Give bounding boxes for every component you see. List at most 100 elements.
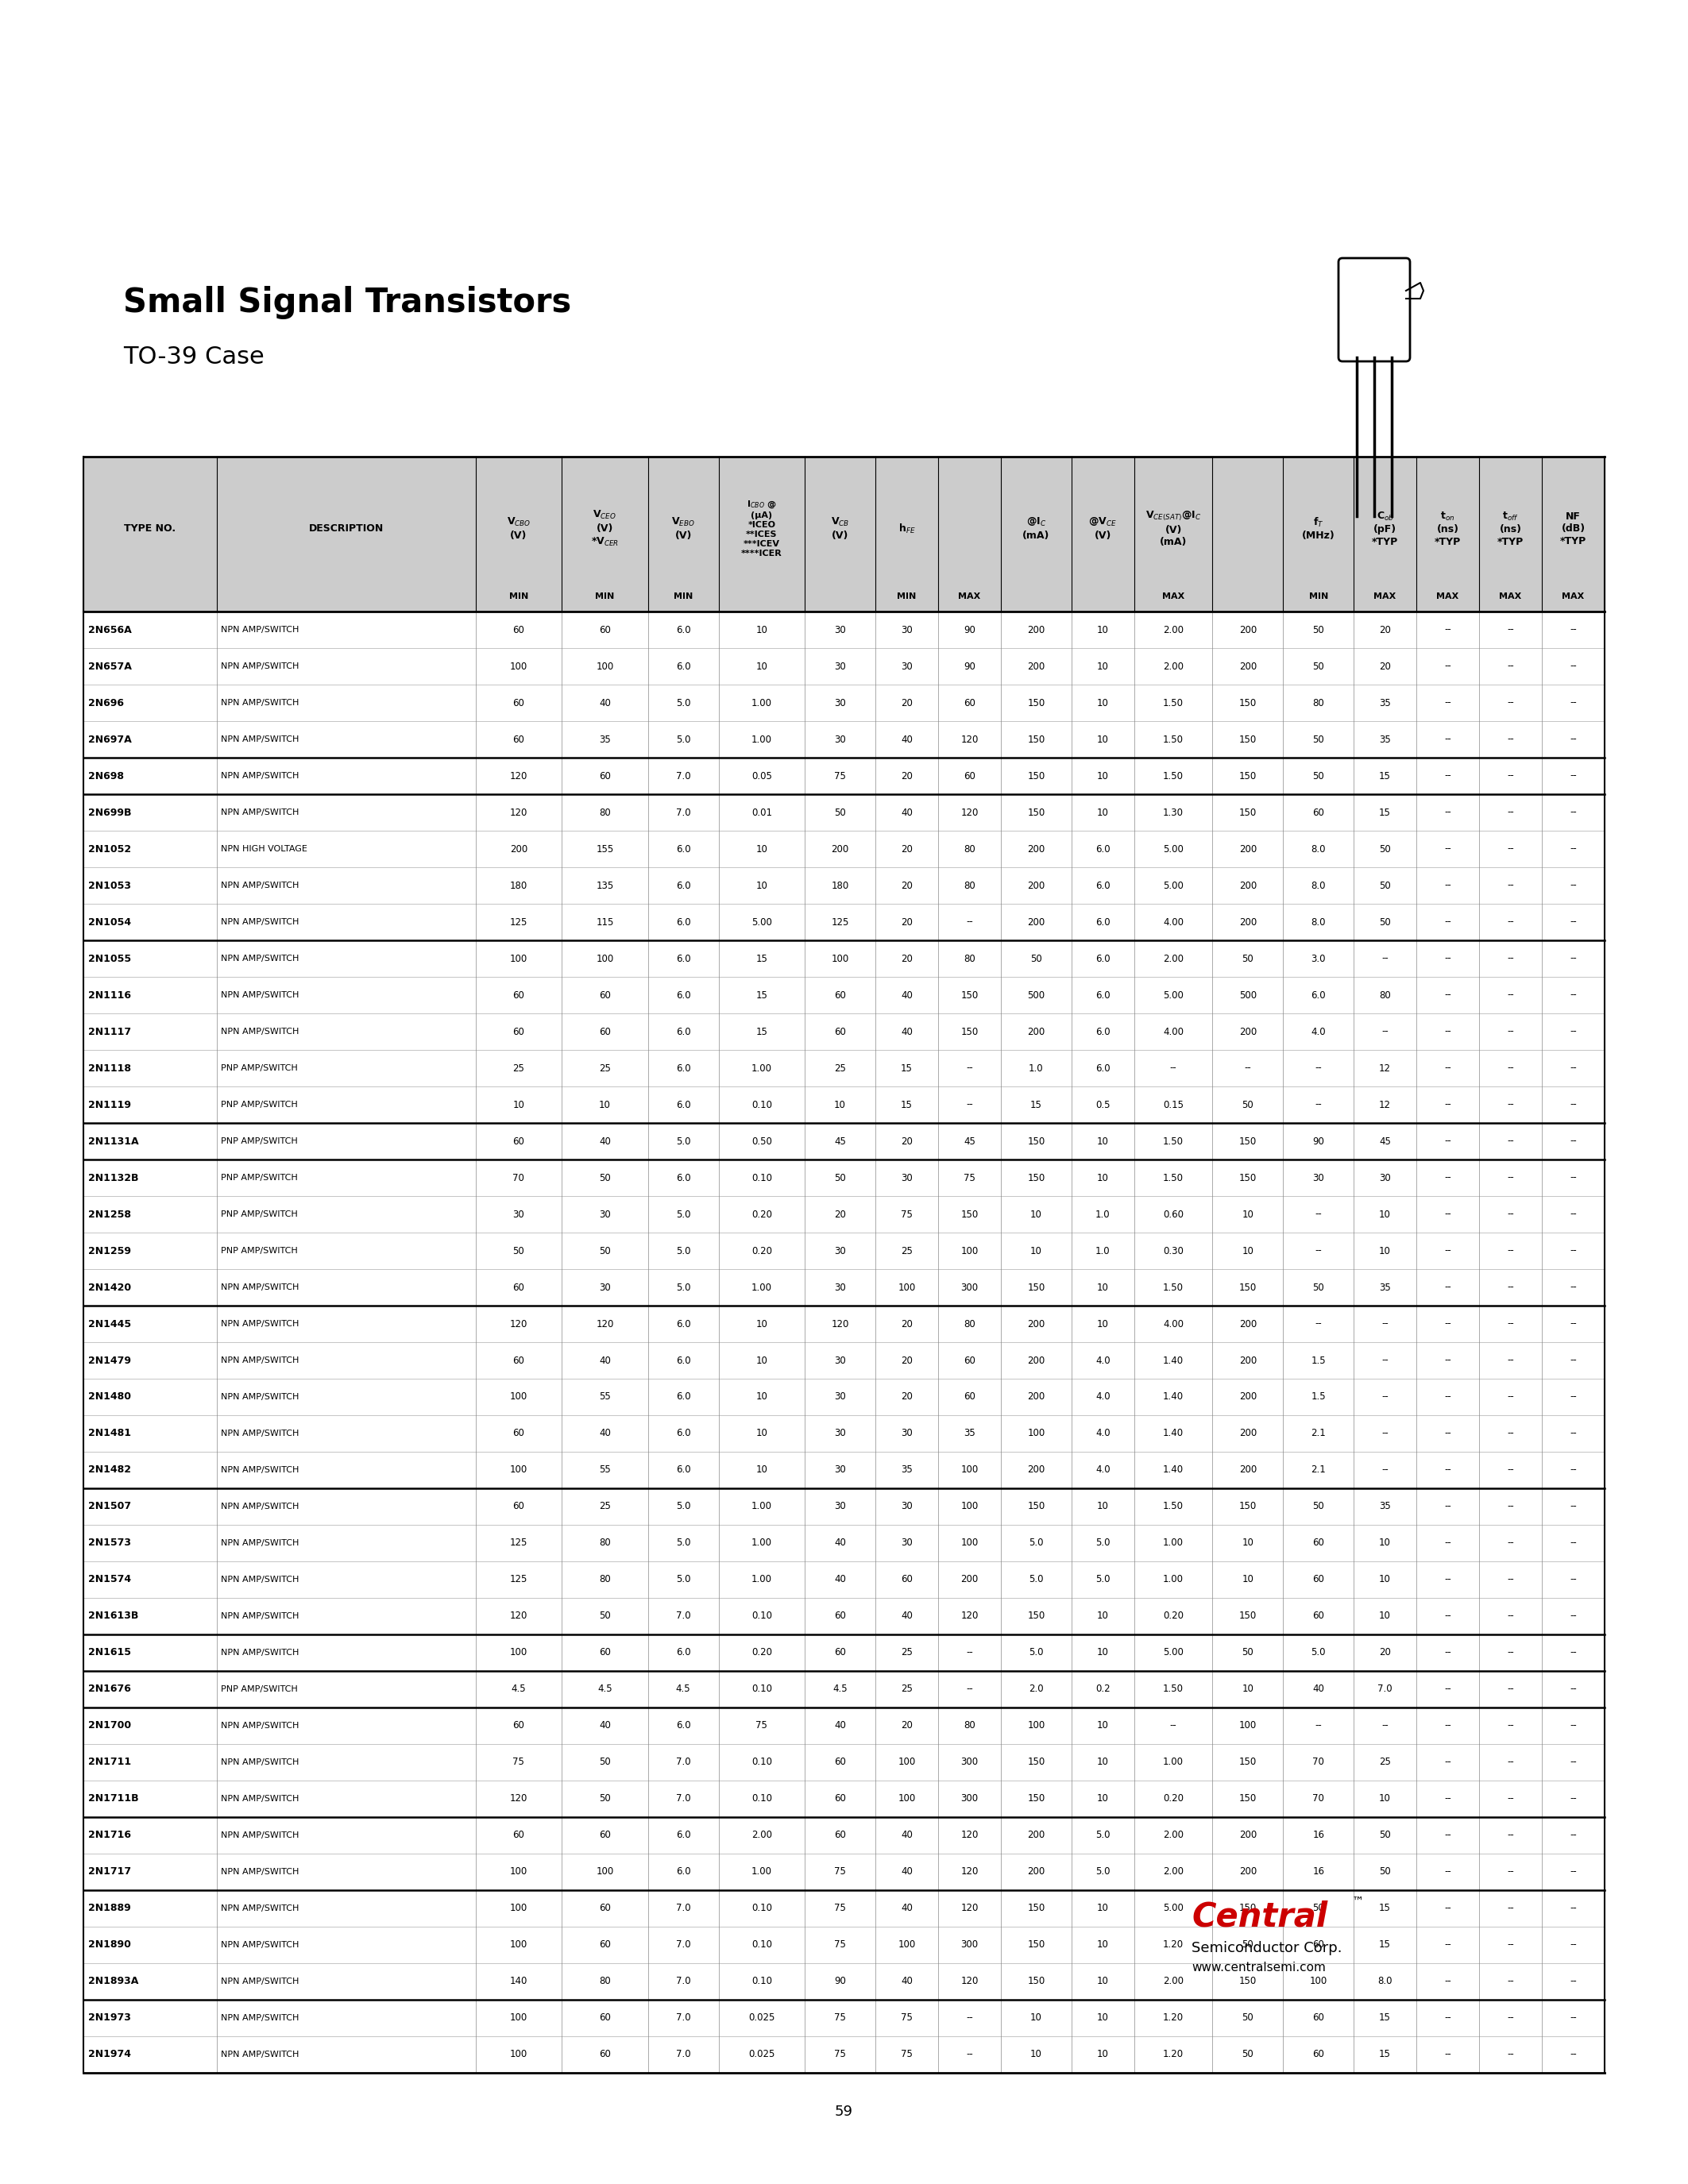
Text: --: -- xyxy=(1507,1721,1514,1732)
Bar xyxy=(83,1269,1605,1306)
Text: 30: 30 xyxy=(901,625,913,636)
Text: 60: 60 xyxy=(1313,1575,1325,1586)
Bar xyxy=(83,1817,1605,1854)
Bar xyxy=(83,1378,1605,1415)
Text: --: -- xyxy=(1445,1282,1452,1293)
Text: 10: 10 xyxy=(756,625,768,636)
Text: 2.00: 2.00 xyxy=(1163,954,1183,963)
Text: 59: 59 xyxy=(836,2105,852,2118)
Text: 70: 70 xyxy=(513,1173,525,1184)
Text: 2N1974: 2N1974 xyxy=(88,2049,132,2060)
Text: NPN AMP/SWITCH: NPN AMP/SWITCH xyxy=(221,882,299,889)
Text: --: -- xyxy=(1570,1647,1577,1658)
Text: 4.5: 4.5 xyxy=(511,1684,527,1695)
Text: --: -- xyxy=(1570,1210,1577,1219)
Text: 10: 10 xyxy=(756,1428,768,1439)
Text: 120: 120 xyxy=(596,1319,614,1330)
Text: --: -- xyxy=(1315,1064,1322,1072)
Text: --: -- xyxy=(1570,771,1577,782)
Bar xyxy=(83,1123,1605,1160)
Text: --: -- xyxy=(1570,1758,1577,1767)
Text: 2N1055: 2N1055 xyxy=(88,954,132,963)
Text: 60: 60 xyxy=(1313,2049,1325,2060)
Text: 60: 60 xyxy=(599,1647,611,1658)
Text: 200: 200 xyxy=(1239,880,1256,891)
Text: --: -- xyxy=(1507,1902,1514,1913)
Text: 5.00: 5.00 xyxy=(1163,1647,1183,1658)
Text: 4.0: 4.0 xyxy=(1096,1391,1111,1402)
Bar xyxy=(83,795,1605,830)
Text: 30: 30 xyxy=(834,697,846,708)
Bar xyxy=(83,1524,1605,1562)
Text: MIN: MIN xyxy=(510,592,528,601)
Text: 10: 10 xyxy=(1379,1612,1391,1621)
Text: --: -- xyxy=(1445,1793,1452,1804)
Text: 75: 75 xyxy=(834,771,846,782)
Text: I$_{CBO}$ @
(μA)
*ICEO
**ICES
***ICEV
****ICER: I$_{CBO}$ @ (μA) *ICEO **ICES ***ICEV **… xyxy=(741,500,782,557)
Text: 10: 10 xyxy=(1097,1612,1109,1621)
Text: 40: 40 xyxy=(901,989,913,1000)
Text: --: -- xyxy=(1570,625,1577,636)
Text: --: -- xyxy=(1445,1136,1452,1147)
Text: --: -- xyxy=(1381,1721,1389,1732)
Text: --: -- xyxy=(1570,1465,1577,1474)
Text: 10: 10 xyxy=(1097,771,1109,782)
Text: 120: 120 xyxy=(830,1319,849,1330)
Text: 150: 150 xyxy=(1028,697,1045,708)
Text: 100: 100 xyxy=(510,1939,527,1950)
Text: 100: 100 xyxy=(510,662,527,670)
Text: 40: 40 xyxy=(834,1575,846,1586)
Text: 40: 40 xyxy=(901,808,913,817)
Text: 90: 90 xyxy=(834,1977,846,1987)
Text: t$_{off}$
(ns)
*TYP: t$_{off}$ (ns) *TYP xyxy=(1497,511,1524,546)
Text: 150: 150 xyxy=(1028,1758,1045,1767)
Text: --: -- xyxy=(1507,1428,1514,1439)
Text: 200: 200 xyxy=(1028,1465,1045,1474)
Text: --: -- xyxy=(1570,1575,1577,1586)
Text: MAX: MAX xyxy=(1374,592,1396,601)
Text: --: -- xyxy=(966,1684,972,1695)
Text: 120: 120 xyxy=(960,1830,979,1841)
Text: 50: 50 xyxy=(1242,1099,1254,1109)
Text: 10: 10 xyxy=(1097,1939,1109,1950)
Text: 1.50: 1.50 xyxy=(1163,1282,1183,1293)
Text: 200: 200 xyxy=(1239,843,1256,854)
Text: NPN AMP/SWITCH: NPN AMP/SWITCH xyxy=(221,1867,299,1876)
Text: 7.0: 7.0 xyxy=(675,1758,690,1767)
Text: 10: 10 xyxy=(513,1099,525,1109)
Text: 40: 40 xyxy=(901,734,913,745)
Text: --: -- xyxy=(1570,880,1577,891)
Text: 50: 50 xyxy=(1379,843,1391,854)
Text: 0.20: 0.20 xyxy=(751,1245,771,1256)
Text: 6.0: 6.0 xyxy=(1096,843,1111,854)
Text: www.centralsemi.com: www.centralsemi.com xyxy=(1192,1961,1325,1974)
Text: 1.00: 1.00 xyxy=(751,734,771,745)
Text: 75: 75 xyxy=(964,1173,976,1184)
Text: --: -- xyxy=(1445,2049,1452,2060)
Text: MIN: MIN xyxy=(896,592,917,601)
Text: 10: 10 xyxy=(1242,1684,1254,1695)
Text: 2N1052: 2N1052 xyxy=(88,843,132,854)
Text: 150: 150 xyxy=(1028,1282,1045,1293)
Text: NPN AMP/SWITCH: NPN AMP/SWITCH xyxy=(221,1575,299,1583)
Text: --: -- xyxy=(1445,1758,1452,1767)
Text: 30: 30 xyxy=(599,1282,611,1293)
Text: 10: 10 xyxy=(1097,1977,1109,1987)
Text: 6.0: 6.0 xyxy=(1096,989,1111,1000)
Text: 150: 150 xyxy=(1028,808,1045,817)
Text: --: -- xyxy=(1507,880,1514,891)
Text: 10: 10 xyxy=(1097,1136,1109,1147)
Text: 50: 50 xyxy=(1242,2049,1254,2060)
Text: 50: 50 xyxy=(1313,734,1325,745)
Text: 150: 150 xyxy=(1028,1500,1045,1511)
Text: 500: 500 xyxy=(1239,989,1256,1000)
Text: 1.30: 1.30 xyxy=(1163,808,1183,817)
Text: 5.00: 5.00 xyxy=(751,917,771,928)
Text: 40: 40 xyxy=(901,1026,913,1037)
Text: 75: 75 xyxy=(901,1210,913,1219)
Text: 150: 150 xyxy=(1239,771,1256,782)
Text: 15: 15 xyxy=(1379,2049,1391,2060)
Text: NPN AMP/SWITCH: NPN AMP/SWITCH xyxy=(221,699,299,708)
Text: 10: 10 xyxy=(1097,697,1109,708)
Text: 200: 200 xyxy=(1239,1026,1256,1037)
